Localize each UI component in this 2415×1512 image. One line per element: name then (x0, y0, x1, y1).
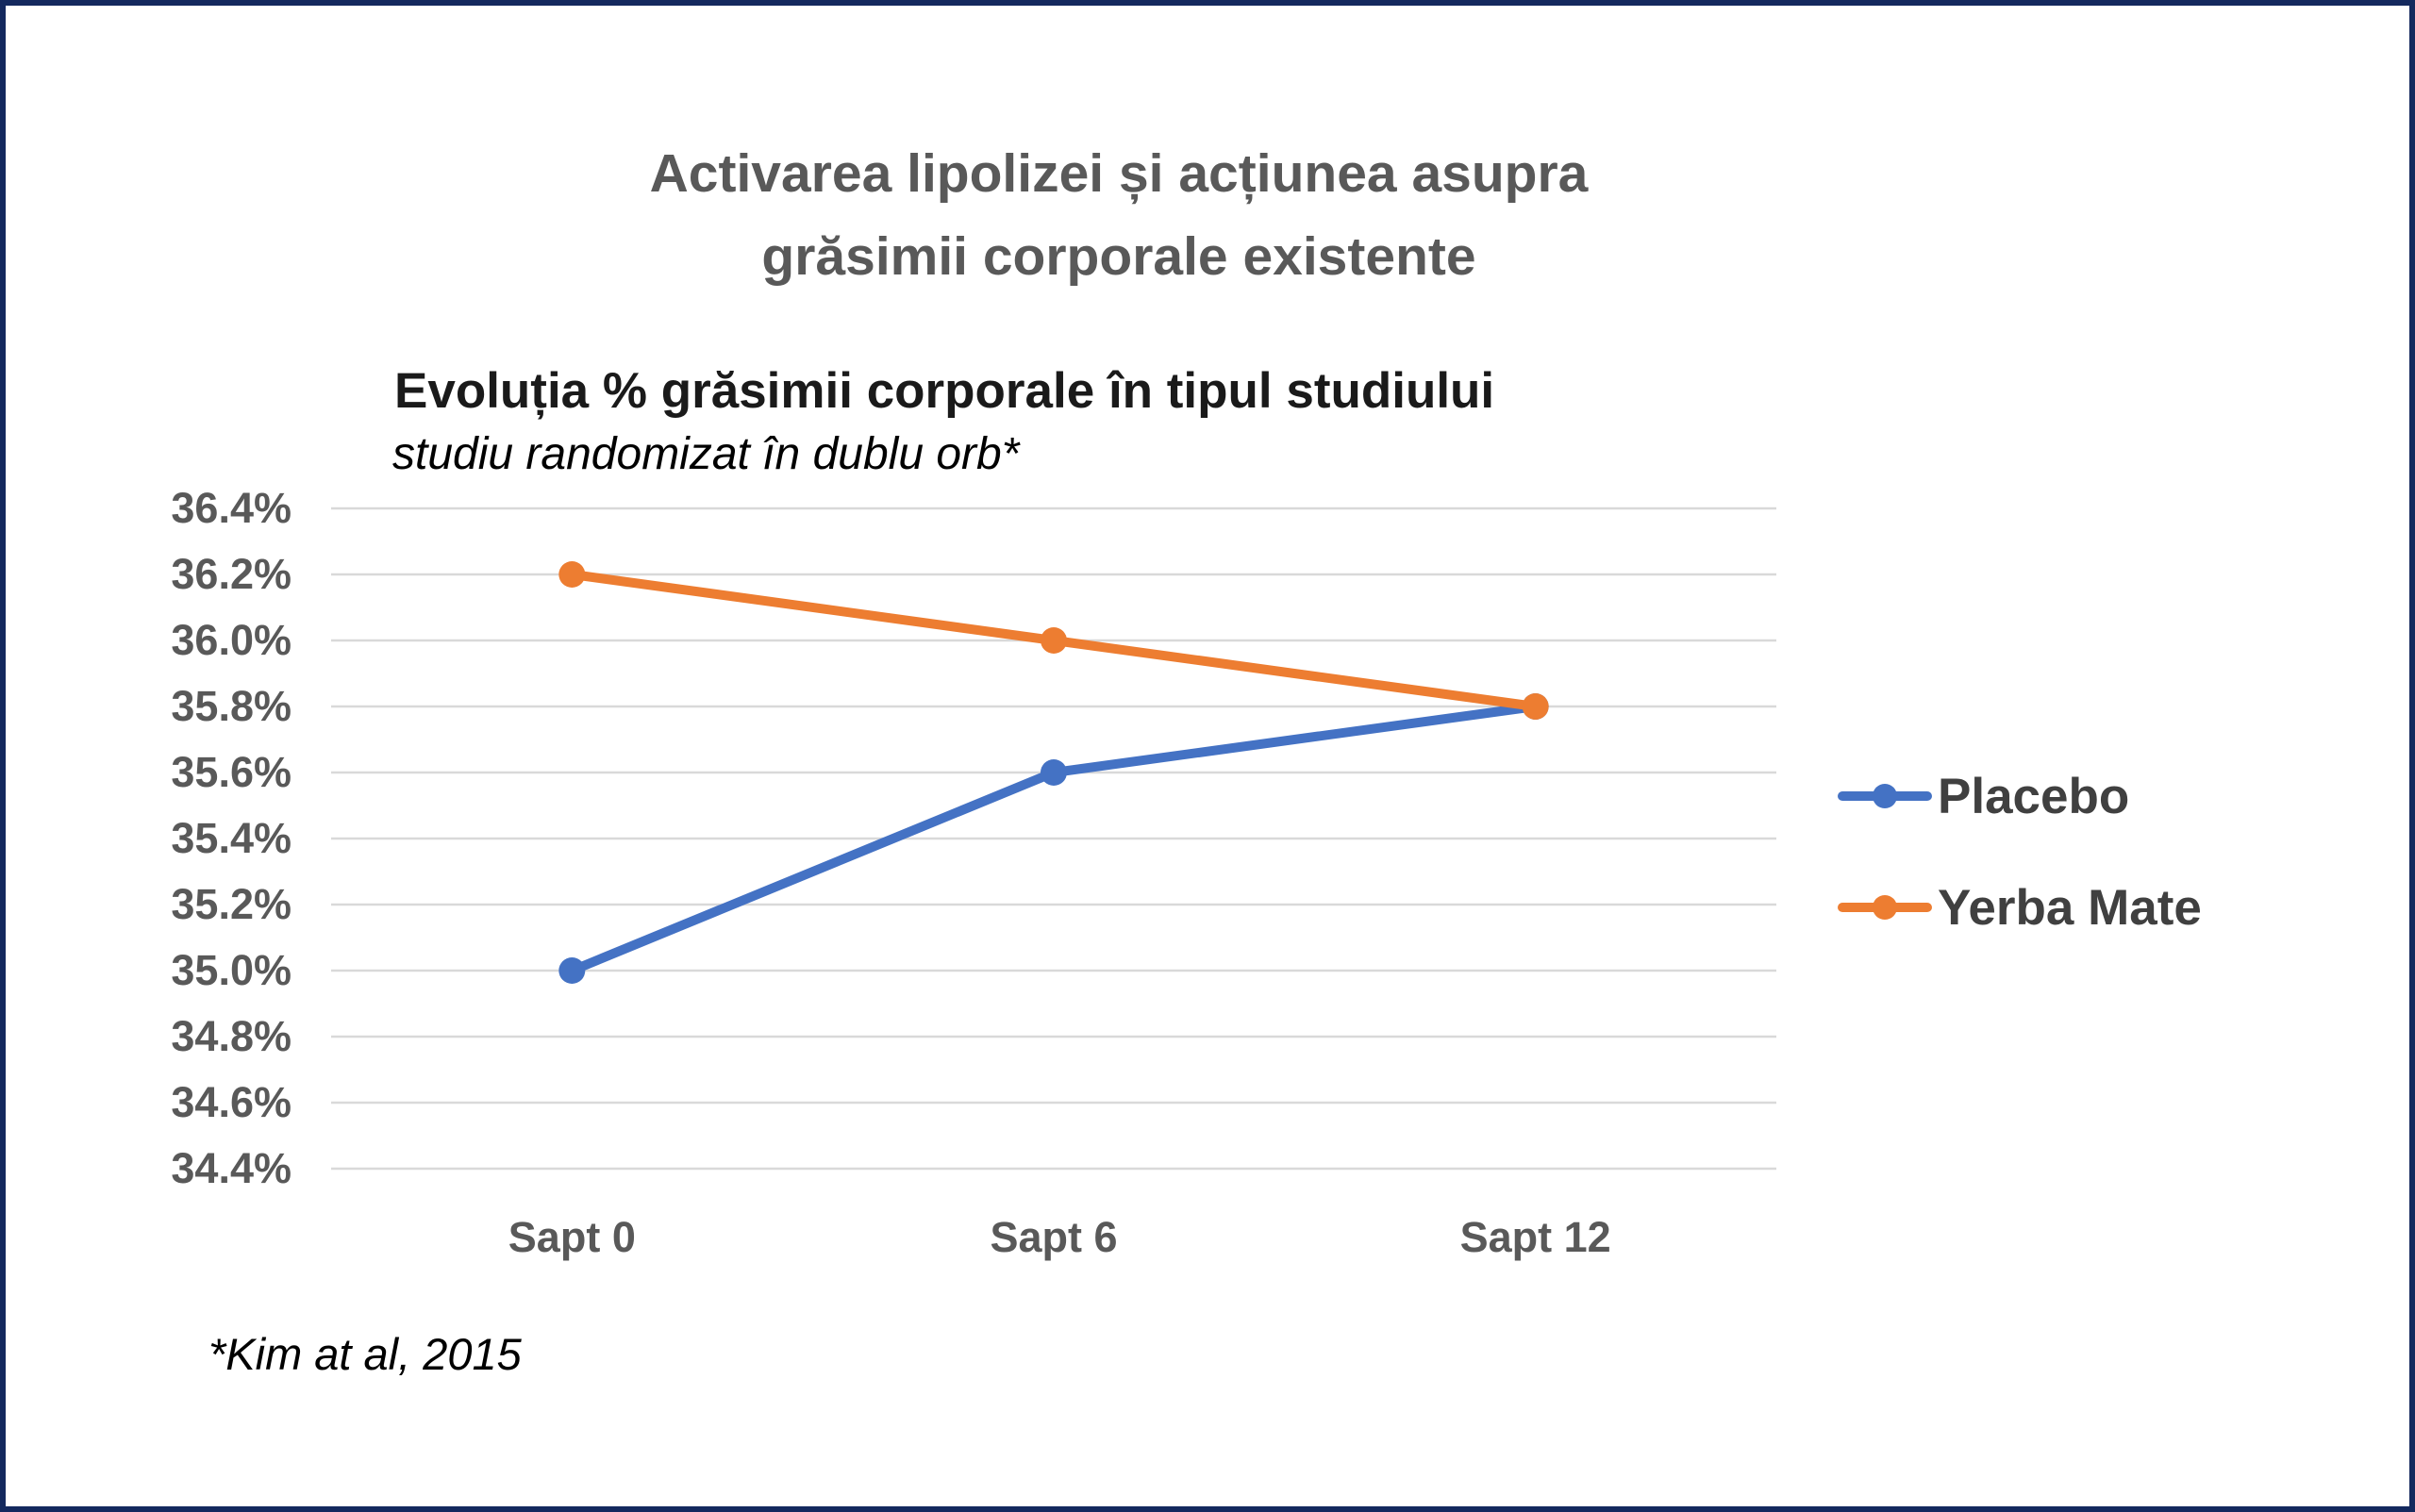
chart-title: Evoluția % grăsimii corporale în tipul s… (394, 363, 1495, 419)
legend-item-placebo: Placebo (1838, 751, 2202, 841)
y-axis-tick-label: 35.4% (171, 814, 291, 862)
legend: Placebo Yerba Mate (1838, 751, 2202, 953)
y-axis-tick-label: 35.0% (171, 946, 291, 994)
legend-label-placebo: Placebo (1938, 768, 2130, 824)
placebo-series-marker-icon (1838, 784, 1932, 808)
x-axis-label-sapt-0: Sapt 0 (508, 1213, 636, 1261)
line-chart (331, 507, 1776, 1171)
y-axis-tick-label: 35.8% (171, 682, 291, 730)
data-point-yerba-mate-sapt-12 (1522, 693, 1549, 720)
y-axis-tick-label: 34.6% (171, 1078, 291, 1126)
y-axis-tick-label: 34.8% (171, 1012, 291, 1060)
x-axis-label-sapt-12: Sapt 12 (1459, 1213, 1611, 1261)
y-axis-tick-label: 34.4% (171, 1144, 291, 1192)
data-point-yerba-mate-sapt-0 (558, 561, 586, 588)
legend-label-yerba-mate: Yerba Mate (1938, 879, 2202, 936)
data-point-placebo-sapt-0 (558, 957, 586, 984)
y-axis-tick-label: 36.2% (171, 550, 291, 598)
data-point-yerba-mate-sapt-6 (1041, 627, 1067, 654)
x-axis-label-sapt-6: Sapt 6 (990, 1213, 1118, 1261)
y-axis-tick-label: 36.4% (171, 484, 291, 532)
footnote-citation: *Kim at al, 2015 (208, 1329, 522, 1379)
data-point-placebo-sapt-6 (1041, 759, 1067, 786)
y-axis-tick-label: 35.6% (171, 748, 291, 796)
legend-item-yerba-mate: Yerba Mate (1838, 862, 2202, 953)
main-title: Activarea lipolizei și acțiunea asupra g… (649, 143, 1589, 287)
chart-subtitle: studiu randomizat în dublu orb* (392, 429, 1020, 479)
y-axis-tick-label: 36.0% (171, 616, 291, 664)
y-axis-tick-label: 35.2% (171, 880, 291, 928)
yerba-mate-series-marker-icon (1838, 895, 1932, 920)
